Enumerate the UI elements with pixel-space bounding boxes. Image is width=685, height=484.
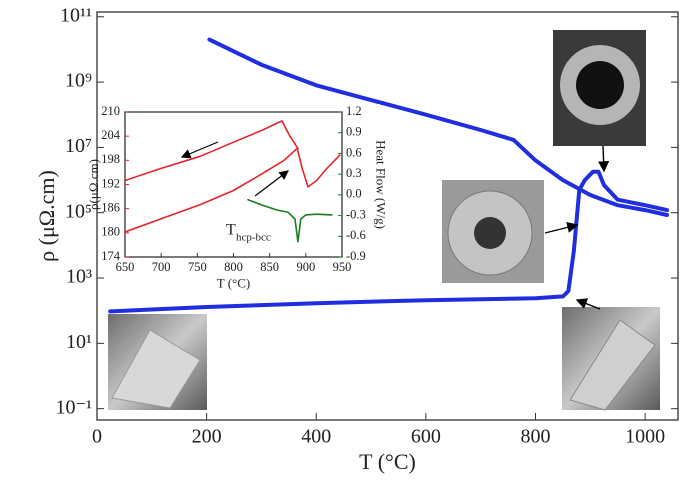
data-line <box>207 37 669 217</box>
arrow <box>180 141 289 197</box>
y2-tick-label: 1.2 <box>346 104 362 118</box>
x-tick-label: 1000 <box>625 426 665 448</box>
inset-plot: 650 700 750 800 850 900 950 174 180 186 192 198 204 2… <box>86 104 389 291</box>
y-tick-label: 186 <box>101 201 120 215</box>
arrow <box>544 145 610 310</box>
x-tick-label: 0 <box>92 426 102 448</box>
data-line <box>108 169 669 314</box>
y2-tick-label: 0.9 <box>346 125 362 139</box>
y-tick-label: 10⁷ <box>65 135 92 157</box>
y2-axis-title: Heat Flow (W/g) <box>374 140 389 229</box>
x-tick-label: 800 <box>520 426 550 448</box>
y-tick-label: 10⁵ <box>65 200 92 222</box>
y-tick-label: 10¹¹ <box>60 4 92 26</box>
x-tick-label: 700 <box>152 260 171 274</box>
annotation: T <box>226 222 236 239</box>
y-tick-label: 174 <box>101 249 121 263</box>
x-tick-label: 650 <box>116 260 135 274</box>
x-tick-label: 750 <box>188 260 207 274</box>
x-tick-label: 200 <box>192 426 222 448</box>
y-axis-title: ρ (μΩ.cm) <box>34 170 59 262</box>
y-tick-label: 10³ <box>66 266 92 288</box>
y-tick-label: 10¹ <box>66 331 92 353</box>
y-tick-label: 10⁹ <box>65 70 92 92</box>
micrograph <box>108 314 207 410</box>
y-axis-title: ρ(μΩ.cm) <box>86 159 101 210</box>
x-axis-title: T (°C) <box>217 275 250 290</box>
plot-frame <box>96 11 679 421</box>
y-tick-label: 210 <box>101 104 120 118</box>
annotation-subscript: hcp-bcc <box>236 232 271 244</box>
y-tick-label: 180 <box>101 225 120 239</box>
x-tick-label: 850 <box>260 260 279 274</box>
main-plot: 0 200 400 600 800 1000 10⁻¹ 10¹ 10³ 10⁵ 10⁷ 10⁹ 10¹¹… <box>34 4 679 474</box>
x-tick-label: 400 <box>301 426 331 448</box>
x-tick-label: 900 <box>296 260 315 274</box>
data-line <box>247 198 333 243</box>
y2-tick-label: -0.9 <box>346 249 366 263</box>
data-line <box>124 120 299 182</box>
y-tick-label: 10⁻¹ <box>55 396 92 418</box>
x-axis-title: T (°C) <box>359 449 416 474</box>
data-line <box>124 147 341 233</box>
y-tick-label: 192 <box>101 176 120 190</box>
micrograph <box>442 180 544 283</box>
y2-tick-label: 0.0 <box>346 187 362 201</box>
x-tick-label: 600 <box>411 426 441 448</box>
x-tick-label: 800 <box>224 260 243 274</box>
micrograph <box>553 30 646 146</box>
y2-tick-label: -0.6 <box>346 228 366 242</box>
y2-tick-label: 0.3 <box>346 166 362 180</box>
y2-tick-label: 0.6 <box>346 145 362 159</box>
x-tick-label: 950 <box>333 260 352 274</box>
y-tick-label: 204 <box>101 128 121 142</box>
y2-tick-label: -0.3 <box>346 207 366 221</box>
micrograph <box>562 307 660 411</box>
y-tick-label: 198 <box>101 152 120 166</box>
